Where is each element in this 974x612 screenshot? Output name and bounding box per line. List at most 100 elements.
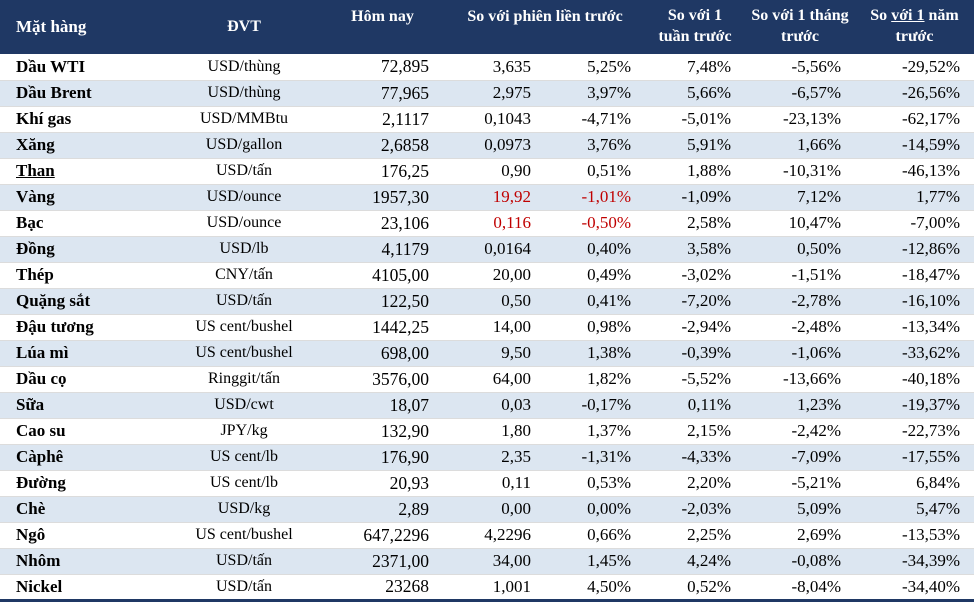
price-today: 2371,00 xyxy=(372,550,429,571)
price-today: 122,50 xyxy=(380,290,429,311)
change-year: -29,52% xyxy=(901,56,961,76)
change-year: -14,59% xyxy=(901,135,961,154)
commodity-name: Khí gas xyxy=(16,109,72,128)
change-pct: 0,41% xyxy=(587,291,632,310)
commodity-unit: USD/ounce xyxy=(206,214,282,231)
change-week: -1,09% xyxy=(681,187,732,206)
change-pct: 0,53% xyxy=(587,473,632,492)
change-year: 6,84% xyxy=(916,473,961,492)
change-year: -17,55% xyxy=(901,447,961,466)
change-pct: 0,49% xyxy=(587,265,632,284)
change-month: -2,78% xyxy=(791,291,842,310)
change-abs: 14,00 xyxy=(492,317,531,336)
change-abs: 1,001 xyxy=(492,576,531,596)
table-row: Cao su JPY/kg 132,90 1,80 1,37% 2,15% -2… xyxy=(0,418,974,444)
change-month: -2,48% xyxy=(791,317,842,336)
commodity-unit: USD/tấn xyxy=(216,577,272,595)
table-row: Bạc USD/ounce 23,106 0,116 -0,50% 2,58% … xyxy=(0,210,974,236)
table-row: Nhôm USD/tấn 2371,00 34,00 1,45% 4,24% -… xyxy=(0,548,974,574)
change-week: 3,58% xyxy=(687,239,732,258)
price-today: 20,93 xyxy=(389,472,429,493)
price-today: 23,106 xyxy=(380,212,429,233)
change-month: 10,47% xyxy=(788,213,842,232)
change-month: -7,09% xyxy=(791,447,842,466)
table-row: Thép CNY/tấn 4105,00 20,00 0,49% -3,02% … xyxy=(0,262,974,288)
change-year: -62,17% xyxy=(901,109,961,128)
commodity-name: Càphê xyxy=(16,447,64,466)
commodity-unit: USD/tấn xyxy=(216,292,272,309)
price-today: 4,1179 xyxy=(381,238,429,259)
change-year: -13,34% xyxy=(901,317,961,336)
change-abs: 2,35 xyxy=(501,447,531,466)
table-row: Đường US cent/lb 20,93 0,11 0,53% 2,20% … xyxy=(0,470,974,496)
commodity-unit: Ringgit/tấn xyxy=(208,370,280,387)
header-commodity: Mặt hàng xyxy=(0,0,168,54)
commodity-name: Than xyxy=(16,161,55,180)
commodity-name: Dầu Brent xyxy=(16,83,92,102)
table-row: Dầu cọ Ringgit/tấn 3576,00 64,00 1,82% -… xyxy=(0,366,974,392)
header-vs-week: So với 1 tuần trước xyxy=(645,0,746,54)
change-month: -23,13% xyxy=(782,109,842,128)
table-row: Chè USD/kg 2,89 0,00 0,00% -2,03% 5,09% … xyxy=(0,496,974,522)
price-today: 1957,30 xyxy=(372,186,429,207)
change-abs: 0,00 xyxy=(501,499,531,518)
change-year: 1,77% xyxy=(916,187,961,206)
commodity-name: Đậu tương xyxy=(16,317,94,336)
change-year: -34,39% xyxy=(901,551,961,570)
change-abs: 34,00 xyxy=(492,551,531,570)
table-row: Lúa mì US cent/bushel 698,00 9,50 1,38% … xyxy=(0,340,974,366)
change-week: 4,24% xyxy=(687,551,732,570)
change-week: 0,52% xyxy=(687,576,732,596)
commodity-name: Bạc xyxy=(16,213,44,232)
change-month: 0,50% xyxy=(797,239,842,258)
change-abs: 3,635 xyxy=(492,56,531,76)
change-month: -5,21% xyxy=(791,473,842,492)
change-abs: 64,00 xyxy=(492,369,531,388)
change-week: 5,66% xyxy=(687,83,732,102)
commodity-unit: USD/ounce xyxy=(206,188,282,205)
change-week: -3,02% xyxy=(681,265,732,284)
change-abs: 0,03 xyxy=(501,395,531,414)
change-abs: 1,80 xyxy=(501,421,531,440)
change-week: -2,03% xyxy=(681,499,732,518)
change-month: -0,08% xyxy=(791,551,842,570)
change-pct: 0,98% xyxy=(587,317,632,336)
change-month: -6,57% xyxy=(791,83,842,102)
change-month: 7,12% xyxy=(797,187,842,206)
change-pct: 3,76% xyxy=(587,135,632,154)
change-week: -2,94% xyxy=(681,317,732,336)
change-abs: 20,00 xyxy=(492,265,531,284)
change-week: -5,01% xyxy=(681,109,732,128)
change-pct: -1,01% xyxy=(581,187,632,206)
commodity-name: Vàng xyxy=(16,187,55,206)
change-pct: 5,25% xyxy=(587,56,632,76)
change-abs: 0,90 xyxy=(501,161,531,180)
change-abs: 0,0973 xyxy=(484,135,531,154)
change-abs: 0,1043 xyxy=(484,109,531,128)
price-today: 72,895 xyxy=(380,56,429,77)
change-pct: 1,37% xyxy=(587,421,632,440)
table-row: Vàng USD/ounce 1957,30 19,92 -1,01% -1,0… xyxy=(0,184,974,210)
commodity-unit: USD/thùng xyxy=(207,84,281,101)
price-today: 4105,00 xyxy=(372,264,429,285)
change-year: -7,00% xyxy=(910,213,961,232)
price-today: 176,25 xyxy=(380,160,429,181)
price-today: 132,90 xyxy=(380,420,429,441)
commodity-unit: US cent/lb xyxy=(210,474,278,491)
commodity-unit: USD/gallon xyxy=(205,136,283,153)
change-week: -7,20% xyxy=(681,291,732,310)
table-row: Đồng USD/lb 4,1179 0,0164 0,40% 3,58% 0,… xyxy=(0,236,974,262)
header-vs-prev-session: So với phiên liền trước xyxy=(445,0,646,54)
change-pct: 0,51% xyxy=(587,161,632,180)
change-pct: 1,45% xyxy=(587,551,632,570)
change-pct: 4,50% xyxy=(587,576,632,596)
commodity-name: Sữa xyxy=(16,395,45,414)
change-year: -16,10% xyxy=(901,291,961,310)
header-vs-year-post: năm trước xyxy=(895,7,959,45)
change-year: -33,62% xyxy=(901,343,961,362)
change-month: 1,23% xyxy=(797,395,842,414)
table-row: Xăng USD/gallon 2,6858 0,0973 3,76% 5,91… xyxy=(0,132,974,158)
commodity-unit: USD/kg xyxy=(217,500,271,517)
commodity-name: Lúa mì xyxy=(16,343,69,362)
